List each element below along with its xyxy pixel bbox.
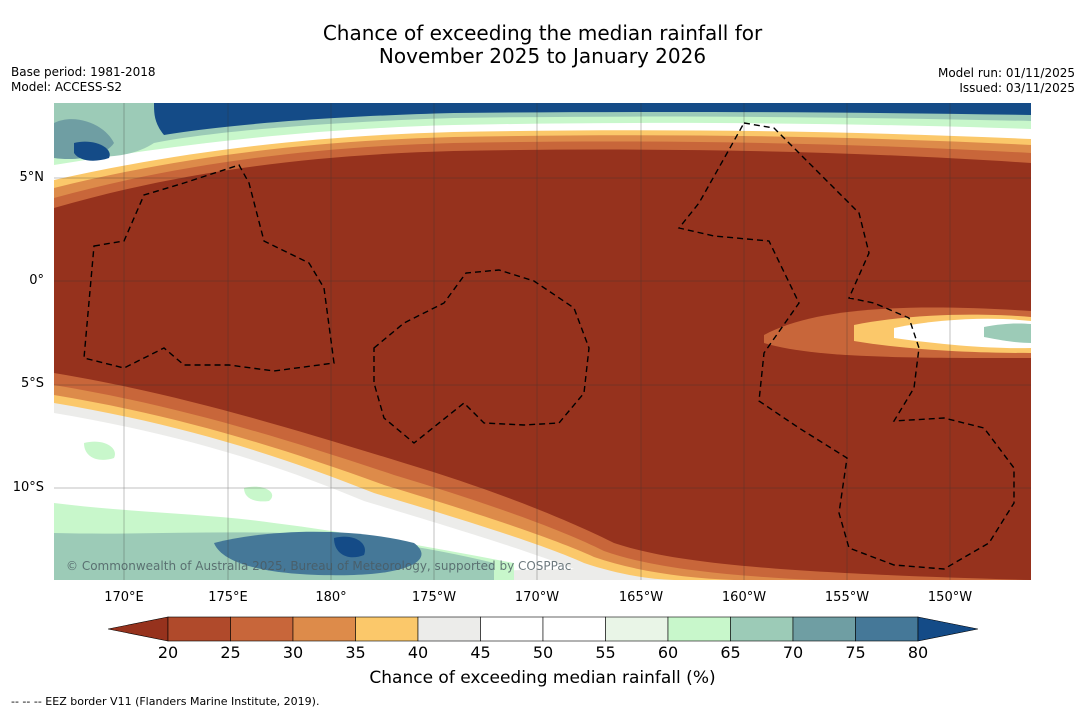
colorbar-tick-80: 80 — [907, 643, 929, 662]
rainfall-map: © Commonwealth of Australia 2025, Bureau… — [54, 103, 1031, 580]
colorbar-tick-50: 50 — [532, 643, 554, 662]
colorbar-segment-50-55 — [542, 616, 606, 642]
base-period: Base period: 1981-2018 — [11, 65, 156, 79]
colorbar-segment-55-60 — [605, 616, 669, 642]
colorbar-tick-65: 65 — [720, 643, 741, 662]
colorbar-tick-45: 45 — [470, 643, 491, 662]
colorbar-title: Chance of exceeding median rainfall (%) — [369, 668, 716, 688]
colorbar-tick-40: 40 — [407, 643, 429, 662]
south-west-blob — [84, 441, 115, 460]
north-band-80 — [154, 103, 1031, 135]
south-core-80 — [334, 536, 365, 558]
lon-label-160w: 160°W — [721, 590, 767, 605]
south-core-75 — [214, 531, 422, 576]
colorbar-segment-20-25 — [167, 616, 231, 642]
lat-label-5n: 5°N — [19, 170, 45, 185]
lat-label-0: 0° — [29, 273, 44, 288]
lon-label-150w: 150°W — [927, 590, 973, 605]
colorbar-tick-70: 70 — [782, 643, 804, 662]
lon-label-155w: 155°W — [824, 590, 870, 605]
model-run: Model run: 01/11/2025 — [937, 66, 1075, 80]
colorbar-segment-35-40 — [355, 616, 419, 642]
lon-label-175e: 175°E — [208, 590, 248, 605]
eez-borders — [83, 122, 1015, 570]
colorbar-tick-20: 20 — [157, 643, 179, 662]
title-line-2: November 2025 to January 2026 — [378, 44, 707, 68]
colorbar-segment-40-45 — [417, 616, 481, 642]
north-west-core — [74, 141, 110, 161]
footnote: -- -- -- EEZ border V11 (Flanders Marine… — [11, 695, 320, 708]
colorbar-segments — [108, 616, 978, 642]
colorbar-segment-30-35 — [292, 616, 356, 642]
colorbar-tick-60: 60 — [657, 643, 679, 662]
lat-label-5s: 5°S — [20, 376, 44, 391]
title-line-1: Chance of exceeding the median rainfall … — [322, 21, 763, 45]
issued-date: Issued: 03/11/2025 — [959, 81, 1075, 95]
map-canvas: © Commonwealth of Australia 2025, Bureau… — [54, 103, 1031, 580]
colorbar-segment-75-80 — [855, 616, 919, 642]
colorbar-segment-25-30 — [230, 616, 294, 642]
colorbar — [108, 616, 978, 642]
lon-label-165w: 165°W — [618, 590, 664, 605]
colorbar-tick-55: 55 — [595, 643, 616, 662]
colorbar-tick-75: 75 — [845, 643, 866, 662]
chart-title: Chance of exceeding the median rainfall … — [0, 22, 1085, 68]
colorbar-extend-low — [108, 616, 169, 642]
colorbar-tick-30: 30 — [282, 643, 304, 662]
east-tongue-70 — [984, 323, 1031, 343]
lon-label-180: 180° — [315, 590, 347, 605]
lat-label-10s: 10°S — [12, 480, 44, 495]
attribution-text: © Commonwealth of Australia 2025, Bureau… — [66, 559, 571, 573]
south-mid-blob — [244, 486, 273, 502]
eez-kiribati-line — [677, 122, 1015, 570]
colorbar-extend-high — [917, 616, 978, 642]
metadata-left: Base period: 1981-2018 Model: ACCESS-S2 — [11, 65, 156, 95]
colorbar-tick-35: 35 — [345, 643, 366, 662]
metadata-right: Model run: 01/11/2025 Issued: 03/11/2025 — [938, 66, 1075, 96]
lon-label-170e: 170°E — [104, 590, 144, 605]
colorbar-segment-65-70 — [730, 616, 794, 642]
colorbar-segment-70-75 — [792, 616, 856, 642]
colorbar-segment-45-50 — [480, 616, 544, 642]
lon-label-175w: 175°W — [411, 590, 457, 605]
colorbar-segment-60-65 — [667, 616, 731, 642]
model-name: Model: ACCESS-S2 — [11, 80, 123, 94]
lon-label-170w: 170°W — [514, 590, 560, 605]
colorbar-tick-25: 25 — [220, 643, 241, 662]
